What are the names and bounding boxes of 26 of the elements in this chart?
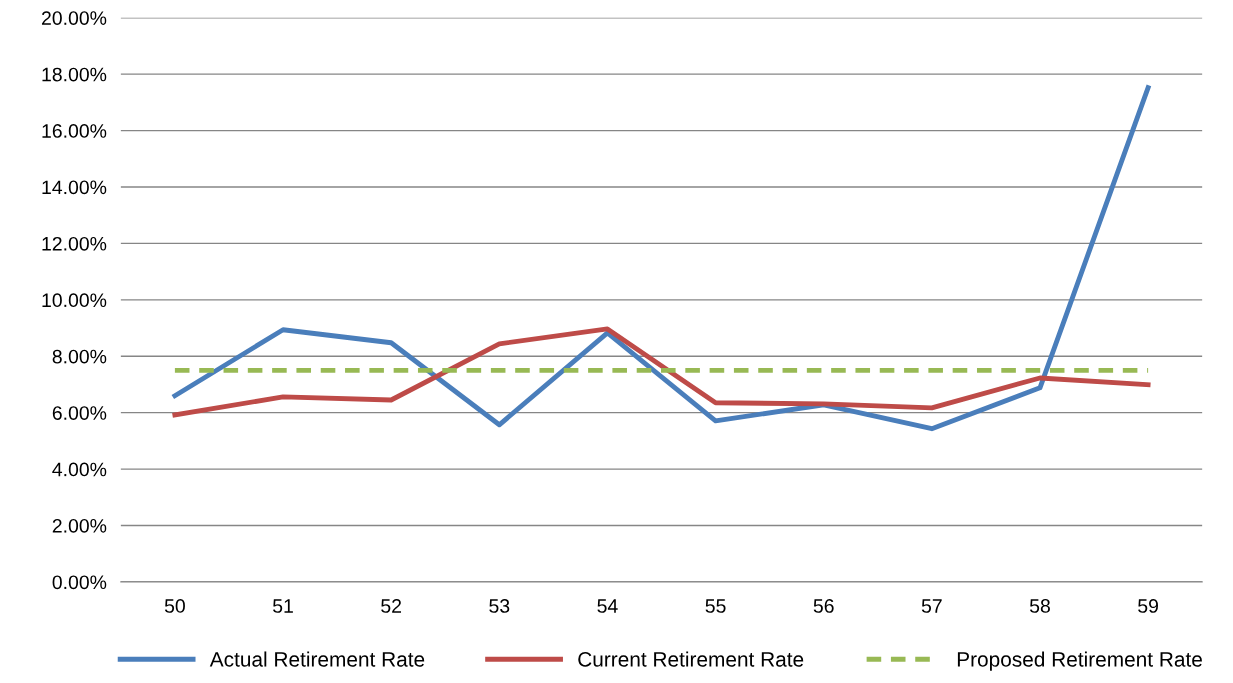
x-tick-label: 59 [1138, 599, 1158, 613]
line-series [172, 326, 1151, 418]
y-tick-label: 10.00% [42, 293, 107, 308]
line-series [172, 85, 1151, 432]
x-tick-label: 57 [921, 599, 942, 613]
x-tick-label: 50 [164, 599, 185, 613]
legend-label: Proposed Retirement Rate [957, 651, 1202, 671]
x-tick-label: 53 [489, 599, 510, 613]
y-tick-label: 4.00% [52, 462, 107, 477]
y-tick-label: 0.00% [52, 575, 107, 590]
y-tick-label: 18.00% [42, 67, 107, 82]
x-tick-label: 54 [597, 599, 618, 613]
x-tick-label: 52 [381, 599, 402, 613]
legend-label: Current Retirement Rate [578, 651, 804, 667]
legend-label: Actual Retirement Rate [209, 651, 425, 667]
y-tick-label: 20.00% [41, 11, 107, 25]
y-tick-label: 16.00% [42, 124, 107, 138]
y-tick-label: 14.00% [42, 180, 107, 195]
x-tick-label: 51 [273, 599, 293, 613]
y-tick-label: 6.00% [52, 406, 107, 420]
x-tick-label: 56 [813, 599, 834, 613]
y-tick-label: 12.00% [42, 236, 107, 251]
y-tick-label: 8.00% [52, 349, 107, 364]
x-tick-label: 55 [705, 599, 726, 613]
x-tick-label: 58 [1029, 599, 1050, 613]
y-tick-label: 2.00% [52, 518, 107, 533]
